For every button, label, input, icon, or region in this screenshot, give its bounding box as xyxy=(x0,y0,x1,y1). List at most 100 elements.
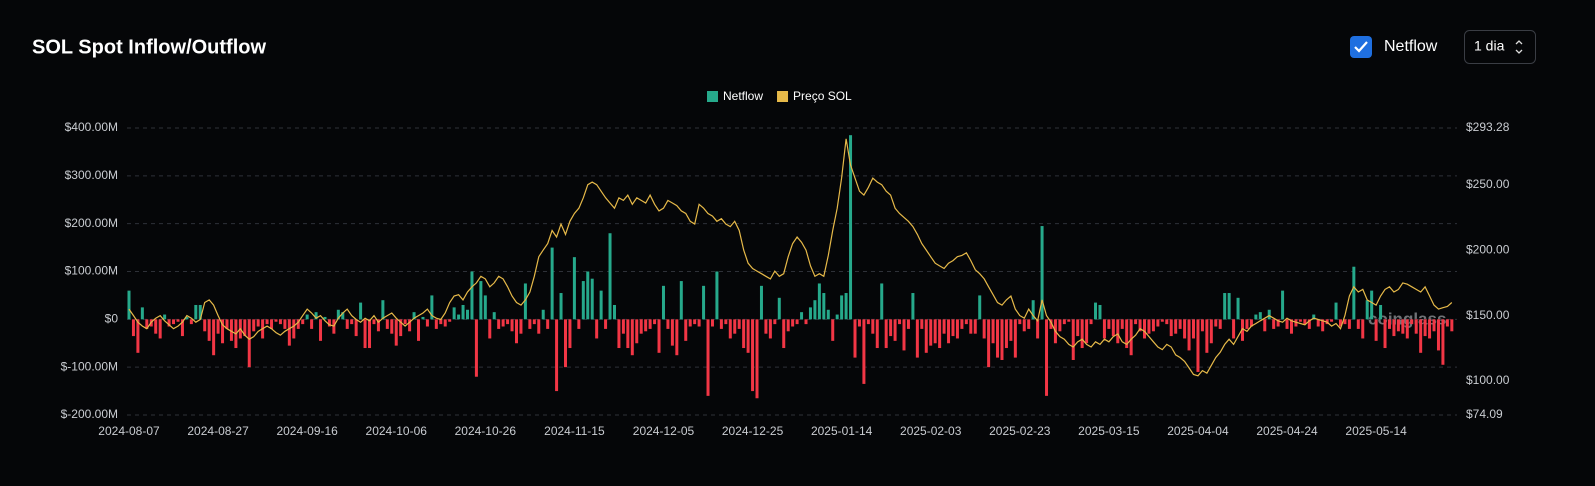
bar xyxy=(359,302,363,320)
bar xyxy=(1218,319,1222,329)
bar xyxy=(608,233,612,320)
bar xyxy=(136,319,140,353)
bar xyxy=(1129,319,1133,356)
y-tick-label: $-100.00M xyxy=(61,359,118,373)
bar xyxy=(670,319,674,346)
bar xyxy=(1321,319,1325,332)
checkbox[interactable] xyxy=(1350,36,1372,58)
bar xyxy=(657,319,661,353)
bar xyxy=(737,319,741,329)
bar xyxy=(301,319,305,325)
bar xyxy=(987,319,991,368)
bar xyxy=(1410,319,1414,325)
y2-tick-label: $100.00 xyxy=(1466,373,1510,387)
bar xyxy=(630,319,634,356)
bar xyxy=(1414,319,1418,334)
bar xyxy=(537,319,541,334)
bar xyxy=(813,300,817,320)
bar xyxy=(229,319,233,341)
legend-label: Preço SOL xyxy=(793,89,852,103)
bar xyxy=(1232,319,1236,339)
bar xyxy=(327,319,331,327)
bar xyxy=(880,283,884,320)
legend-swatch xyxy=(707,91,718,102)
bar xyxy=(706,319,710,396)
bar xyxy=(1419,319,1423,353)
bar xyxy=(145,319,149,329)
bar xyxy=(1298,319,1302,322)
bar xyxy=(265,319,269,325)
bar xyxy=(559,293,563,320)
bar xyxy=(648,319,652,329)
bar xyxy=(577,319,581,329)
bar xyxy=(1441,319,1445,365)
bar xyxy=(403,319,407,325)
bar xyxy=(506,319,510,325)
bar xyxy=(844,293,848,320)
bar xyxy=(1174,319,1178,334)
bar xyxy=(1031,300,1035,320)
bar xyxy=(969,319,973,334)
bar xyxy=(724,319,728,325)
x-tick-label: 2025-01-14 xyxy=(811,424,873,438)
y-tick-label: $200.00M xyxy=(65,216,118,230)
bar xyxy=(702,285,706,320)
chart-title: SOL Spot Inflow/Outflow xyxy=(32,36,266,58)
bar xyxy=(1241,319,1244,341)
bar xyxy=(523,283,527,320)
bar xyxy=(292,319,296,339)
price-line xyxy=(128,138,1453,377)
bar xyxy=(1334,302,1338,320)
bar xyxy=(1138,319,1142,332)
y-tick-label: $100.00M xyxy=(65,264,118,278)
bar xyxy=(920,319,924,329)
bar xyxy=(283,319,287,329)
bar xyxy=(764,319,768,334)
bar xyxy=(666,319,670,329)
bar xyxy=(385,319,389,329)
bar xyxy=(1209,319,1213,344)
bar xyxy=(1223,293,1227,320)
bar xyxy=(782,319,786,349)
bar xyxy=(131,319,135,337)
bar xyxy=(759,285,763,320)
bar xyxy=(394,319,398,346)
bar xyxy=(466,309,470,320)
bar xyxy=(492,312,496,320)
bar xyxy=(363,319,367,349)
bar xyxy=(372,319,376,325)
bar xyxy=(1289,319,1293,334)
bar xyxy=(942,319,946,334)
checkmark xyxy=(1354,41,1368,53)
bar xyxy=(617,319,621,349)
bar xyxy=(875,319,879,349)
bar xyxy=(1387,319,1391,329)
bar xyxy=(1000,319,1004,360)
interval-select[interactable] xyxy=(1464,30,1536,64)
bar xyxy=(1125,319,1129,349)
bar xyxy=(1405,319,1409,339)
bar xyxy=(474,319,478,377)
bar xyxy=(849,135,853,320)
bar xyxy=(1187,319,1191,351)
bar xyxy=(1294,319,1298,327)
bar xyxy=(345,319,349,329)
bar xyxy=(1160,319,1164,322)
bar xyxy=(430,295,434,320)
interval-value[interactable]: 1 dia xyxy=(1474,38,1505,54)
bar xyxy=(777,297,781,320)
bar xyxy=(947,319,951,344)
bar xyxy=(853,319,857,358)
bar xyxy=(1022,319,1026,332)
x-tick-label: 2025-03-15 xyxy=(1078,424,1140,438)
bar xyxy=(746,319,750,353)
bar xyxy=(661,285,665,320)
bar xyxy=(884,319,888,349)
bar xyxy=(675,319,679,356)
x-tick-label: 2025-04-04 xyxy=(1167,424,1229,438)
bar xyxy=(1183,319,1187,339)
checkbox-label[interactable]: Netflow xyxy=(1384,38,1438,55)
bar xyxy=(1076,319,1080,337)
bar xyxy=(1071,319,1075,360)
bar xyxy=(1200,319,1204,332)
